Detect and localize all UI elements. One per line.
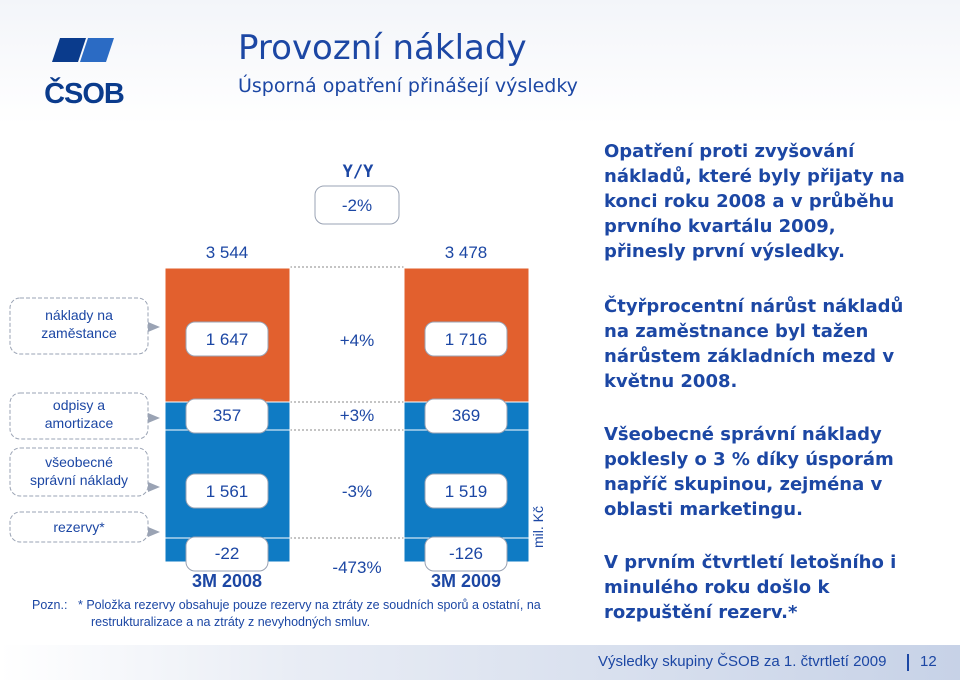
- stacked-bar-chart: 3 544 3 478 Y/Y -2% 1 647 357 1 561 -22 …: [9, 162, 546, 591]
- value-box-2008-personnel: [185, 321, 269, 357]
- total-label-2008: 3 544: [206, 243, 249, 262]
- yoy-total-label: -2%: [342, 196, 372, 215]
- legend-depreciation: [9, 392, 160, 440]
- value-2009-general: 1 519: [445, 482, 488, 501]
- value-box-2008-provisions: [185, 536, 269, 572]
- legend-general: [9, 447, 160, 497]
- page-title: Provozní náklady: [238, 28, 527, 68]
- value-box-2009-depreciation: [424, 398, 508, 434]
- connector-lines: [290, 266, 404, 539]
- commentary-paragraph-4: V prvním čtvrtletí letošního i minulého …: [604, 552, 897, 623]
- change-provisions: -473%: [332, 558, 381, 577]
- legend-label-personnel-l2: zaměstance: [41, 325, 117, 341]
- commentary-paragraph-3: Všeobecné správní náklady poklesly o 3 %…: [604, 424, 894, 520]
- value-box-2009-general: [424, 473, 508, 509]
- footer-text: Výsledky skupiny ČSOB za 1. čtvrtletí 20…: [598, 653, 887, 670]
- legend-label-general-l2: správní náklady: [30, 472, 128, 488]
- value-2009-provisions: -126: [449, 544, 483, 563]
- commentary-paragraph-2: Čtyřprocentní nárůst nákladů na zaměstna…: [604, 296, 904, 392]
- change-depreciation: +3%: [340, 406, 375, 425]
- note-line-1: * Položka rezervy obsahuje pouze rezervy…: [78, 598, 541, 612]
- category-label-2009: 3M 2009: [431, 571, 501, 591]
- logo-wordmark: ČSOB: [44, 78, 125, 110]
- value-box-2008-depreciation: [185, 398, 269, 434]
- logo-emblem-icon: [52, 38, 114, 62]
- value-2009-depreciation: 369: [452, 406, 480, 425]
- page-subtitle: Úsporná opatření přinášejí výsledky: [238, 75, 578, 97]
- note-prefix: Pozn.:: [32, 598, 68, 612]
- unit-label: mil. Kč: [530, 506, 546, 548]
- page-number: 12: [920, 653, 937, 670]
- category-label-2008: 3M 2008: [192, 571, 262, 591]
- yoy-header: Y/Y: [343, 162, 374, 182]
- value-2009-personnel: 1 716: [445, 330, 488, 349]
- legend-personnel: [9, 297, 160, 355]
- csob-logo: ČSOB: [38, 38, 130, 116]
- commentary-paragraph-1: Opatření proti zvyšování nákladů, které …: [604, 141, 905, 262]
- legend-label-depreciation-l2: amortizace: [45, 415, 114, 431]
- legend-provisions: [9, 511, 160, 543]
- total-label-2009: 3 478: [445, 243, 488, 262]
- value-2008-provisions: -22: [215, 544, 240, 563]
- value-2008-personnel: 1 647: [206, 330, 249, 349]
- footer-bar: Výsledky skupiny ČSOB za 1. čtvrtletí 20…: [0, 645, 960, 680]
- legend-label-general-l1: všeobecné: [45, 454, 113, 470]
- value-2008-general: 1 561: [206, 482, 249, 501]
- note-line-2: restrukturalizace a na ztráty z nevyhodn…: [91, 615, 371, 629]
- value-box-2009-provisions: [424, 536, 508, 572]
- yoy-total-box: [314, 185, 400, 225]
- legend-label-provisions: rezervy*: [53, 519, 105, 535]
- value-box-2009-personnel: [424, 321, 508, 357]
- change-personnel: +4%: [340, 331, 375, 350]
- value-box-2008-general: [185, 473, 269, 509]
- change-general: -3%: [342, 482, 372, 501]
- legend-label-depreciation-l1: odpisy a: [53, 397, 105, 413]
- header-band: [0, 0, 960, 125]
- value-2008-depreciation: 357: [213, 406, 241, 425]
- footer-separator: [907, 654, 909, 671]
- legend-label-personnel-l1: náklady na: [45, 307, 113, 323]
